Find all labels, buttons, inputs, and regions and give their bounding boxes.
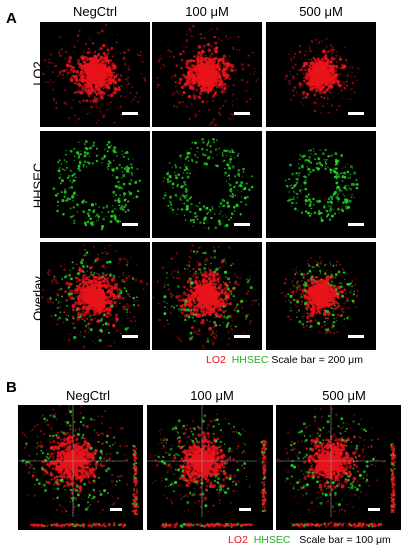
- ortho-view-negctrl: [18, 405, 143, 530]
- scale-bar: [239, 508, 251, 511]
- legend-hhsec: HHSEC: [231, 354, 269, 366]
- panel-b-legend: LO2 HHSEC Scale bar = 100 μm: [228, 534, 391, 546]
- panel-a-column-100um: 100 μM: [185, 4, 229, 19]
- scale-bar: [234, 335, 250, 338]
- tile-overlay-100um: [152, 242, 262, 350]
- scale-bar: [368, 508, 380, 511]
- panel-a-column-500um: 500 μM: [299, 4, 343, 19]
- tile-overlay-500um: [266, 242, 376, 350]
- scale-bar: [348, 112, 364, 115]
- tile-hhsec-500um: [266, 131, 376, 238]
- tile-b-500um-yz: [388, 443, 398, 513]
- tile-b-100um-xz: [161, 521, 253, 529]
- tile-b-negctrl-yz: [130, 445, 140, 515]
- panel-a-column-negctrl: NegCtrl: [72, 4, 118, 19]
- tile-b-negctrl-xz: [30, 521, 126, 529]
- scale-bar: [234, 223, 250, 226]
- tile-lo2-100um: [152, 22, 262, 127]
- tile-lo2-negctrl: [40, 22, 150, 127]
- scale-bar: [348, 223, 364, 226]
- scale-bar: [122, 112, 138, 115]
- tile-lo2-500um: [266, 22, 376, 127]
- panel-a-legend: LO2 HHSEC Scale bar = 200 μm: [206, 354, 363, 366]
- tile-b-500um-xy: [276, 405, 386, 517]
- panel-b-column-100um: 100 μM: [190, 388, 234, 403]
- legend-scale: Scale bar = 200 μm: [271, 354, 363, 366]
- legend-hhsec: HHSEC: [253, 534, 291, 546]
- scale-bar: [234, 112, 250, 115]
- tile-b-100um-yz: [259, 440, 269, 512]
- tile-hhsec-100um: [152, 131, 262, 238]
- panel-b-letter: B: [6, 379, 17, 396]
- scale-bar: [110, 508, 122, 511]
- scale-bar: [122, 335, 138, 338]
- legend-lo2: LO2: [206, 354, 226, 366]
- legend-lo2: LO2: [228, 534, 248, 546]
- scale-bar: [348, 335, 364, 338]
- panel-b-column-500um: 500 μM: [322, 388, 366, 403]
- tile-b-negctrl-xy: [18, 405, 128, 517]
- tile-b-500um-xz: [290, 521, 382, 529]
- ortho-view-500um: [276, 405, 401, 530]
- tile-b-100um-xy: [147, 405, 257, 517]
- ortho-view-100um: [147, 405, 273, 530]
- scale-bar: [122, 223, 138, 226]
- panel-b-column-negctrl: NegCtrl: [65, 388, 111, 403]
- tile-hhsec-negctrl: [40, 131, 150, 238]
- panel-a-letter: A: [6, 10, 17, 27]
- tile-overlay-negctrl: [40, 242, 150, 350]
- legend-scale: Scale bar = 100 μm: [299, 534, 391, 546]
